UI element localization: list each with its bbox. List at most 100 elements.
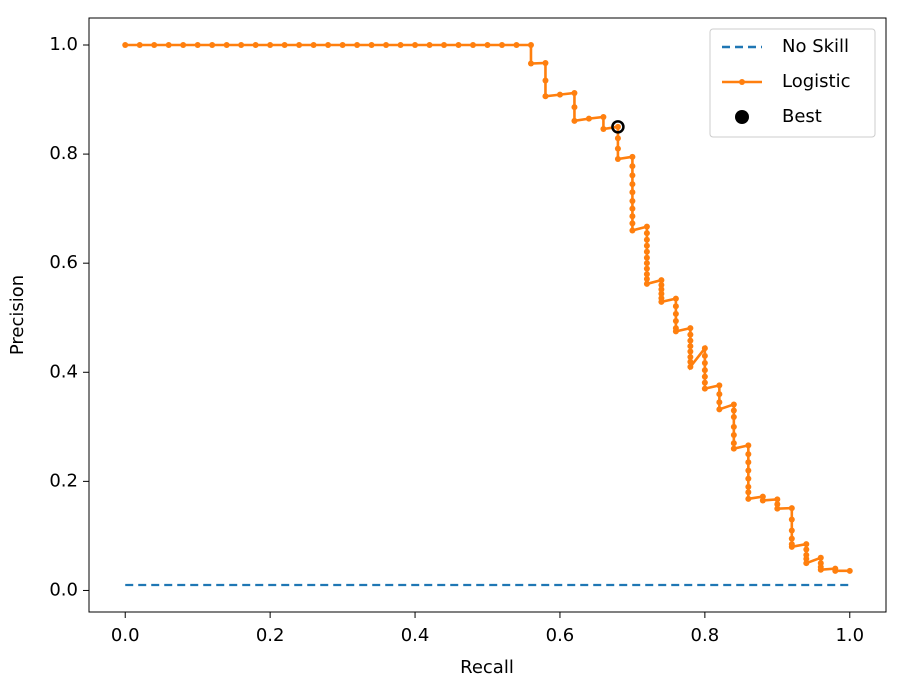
marker — [701, 367, 708, 374]
marker — [527, 42, 534, 48]
marker — [629, 205, 636, 212]
marker — [296, 42, 303, 48]
marker — [643, 280, 650, 287]
y-tick-label: 0.6 — [49, 252, 78, 273]
marker — [614, 156, 621, 162]
marker — [585, 115, 592, 122]
marker — [716, 382, 723, 389]
marker — [643, 265, 650, 272]
x-tick-label: 1.0 — [835, 625, 864, 646]
marker — [730, 401, 737, 408]
marker — [730, 407, 737, 414]
marker — [629, 227, 636, 234]
marker — [643, 248, 650, 255]
marker — [368, 42, 375, 48]
marker — [788, 535, 795, 542]
marker — [658, 286, 665, 293]
marker — [426, 42, 433, 48]
marker — [542, 60, 549, 66]
marker — [701, 373, 708, 380]
best-point — [611, 120, 625, 134]
marker — [788, 543, 795, 550]
legend-box — [709, 28, 876, 138]
marker — [701, 345, 708, 352]
marker — [701, 360, 708, 366]
marker — [803, 555, 810, 562]
marker — [136, 42, 143, 48]
marker — [629, 213, 636, 220]
marker — [542, 77, 549, 84]
marker — [672, 328, 679, 335]
marker — [658, 277, 665, 284]
marker — [687, 337, 694, 344]
marker — [629, 189, 636, 196]
marker — [542, 93, 549, 100]
marker — [122, 42, 129, 48]
marker — [209, 42, 216, 48]
marker — [643, 230, 650, 237]
marker — [716, 406, 723, 413]
marker — [788, 505, 795, 512]
marker — [513, 42, 520, 48]
marker — [687, 363, 694, 370]
marker — [745, 442, 752, 449]
marker — [803, 541, 810, 548]
marker — [774, 501, 781, 508]
marker — [223, 42, 230, 48]
x-axis-label: Recall — [460, 657, 514, 678]
marker — [527, 60, 534, 67]
marker — [774, 505, 781, 512]
marker — [498, 42, 505, 48]
marker — [643, 271, 650, 278]
y-tick-label: 0.2 — [49, 470, 78, 491]
marker — [803, 546, 810, 553]
marker — [730, 414, 737, 420]
y-tick-label: 1.0 — [49, 34, 78, 55]
marker — [267, 42, 274, 48]
marker — [745, 489, 752, 496]
marker — [571, 117, 578, 124]
x-tick-label: 0.4 — [401, 625, 430, 646]
marker — [629, 172, 636, 179]
marker — [730, 432, 737, 438]
marker — [730, 440, 737, 447]
marker — [832, 567, 839, 574]
marker — [252, 42, 259, 48]
marker — [687, 348, 694, 355]
legend-label: No Skill — [782, 36, 849, 57]
marker — [658, 282, 665, 288]
marker — [745, 459, 752, 466]
marker — [441, 42, 448, 48]
marker — [774, 496, 781, 503]
marker — [672, 318, 679, 324]
marker — [817, 554, 824, 561]
marker — [643, 254, 650, 261]
marker — [846, 567, 853, 574]
marker — [629, 181, 636, 188]
marker — [788, 516, 795, 523]
marker — [470, 42, 477, 48]
marker — [614, 123, 621, 130]
legend-marker — [739, 79, 745, 85]
marker — [643, 260, 650, 267]
marker — [687, 358, 694, 365]
marker — [817, 566, 824, 573]
marker — [412, 42, 419, 48]
marker — [687, 343, 694, 350]
marker — [730, 445, 737, 452]
marker — [687, 331, 694, 338]
marker — [281, 42, 288, 48]
marker — [701, 352, 708, 359]
marker — [325, 42, 332, 48]
marker — [194, 42, 201, 48]
marker — [701, 379, 708, 386]
marker — [354, 42, 361, 48]
marker — [455, 42, 462, 48]
marker — [629, 163, 636, 170]
marker — [745, 495, 752, 502]
marker — [658, 298, 665, 305]
marker — [600, 114, 607, 120]
marker — [730, 423, 737, 430]
y-tick-label: 0.0 — [49, 579, 78, 600]
